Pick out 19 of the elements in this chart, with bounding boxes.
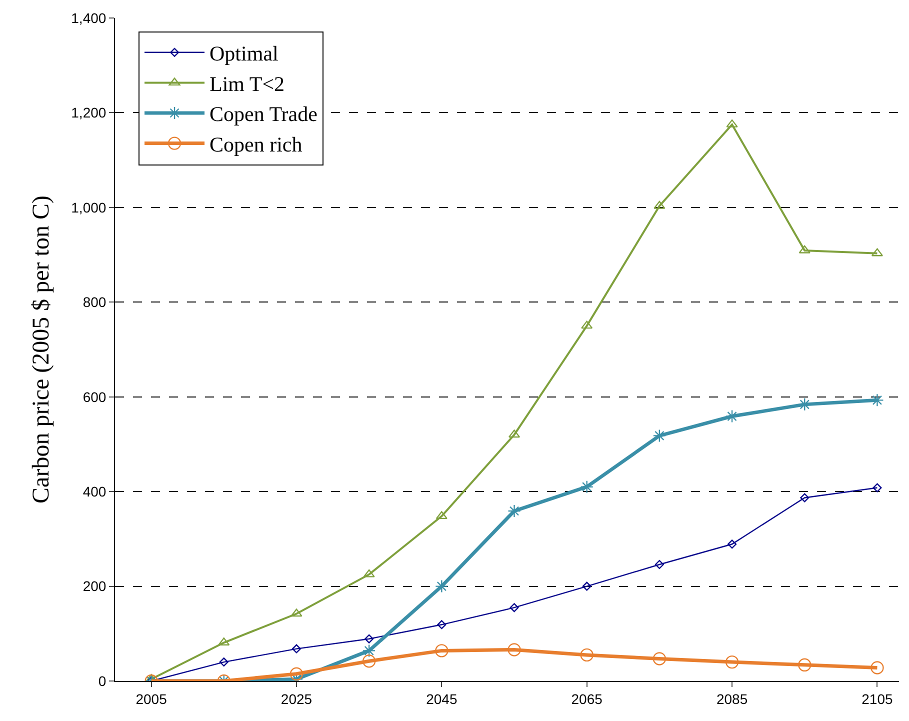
y-tick-label: 1,000 — [71, 199, 106, 216]
legend-label: Copen rich — [210, 132, 303, 156]
y-tick-label: 1,200 — [71, 104, 106, 121]
y-tick-label: 200 — [82, 578, 106, 594]
x-tick-label: 2085 — [716, 690, 748, 707]
y-tick-label: 800 — [82, 294, 106, 310]
legend-label: Copen Trade — [210, 102, 318, 126]
x-tick-label: 2045 — [426, 690, 458, 707]
x-tick-label: 2025 — [280, 690, 312, 707]
x-tick-label: 2005 — [136, 690, 168, 707]
y-tick-label: 400 — [82, 483, 106, 500]
x-tick-label: 2065 — [571, 690, 603, 707]
y-axis-title: Carbon price (2005 $ per ton C) — [28, 196, 54, 504]
y-tick-label: 1,400 — [71, 10, 106, 26]
y-tick-label: 0 — [98, 672, 106, 689]
legend-label: Lim T<2 — [210, 72, 285, 96]
legend-label: Optimal — [210, 42, 279, 66]
x-tick-label: 2105 — [862, 690, 893, 707]
y-tick-label: 600 — [82, 388, 106, 405]
